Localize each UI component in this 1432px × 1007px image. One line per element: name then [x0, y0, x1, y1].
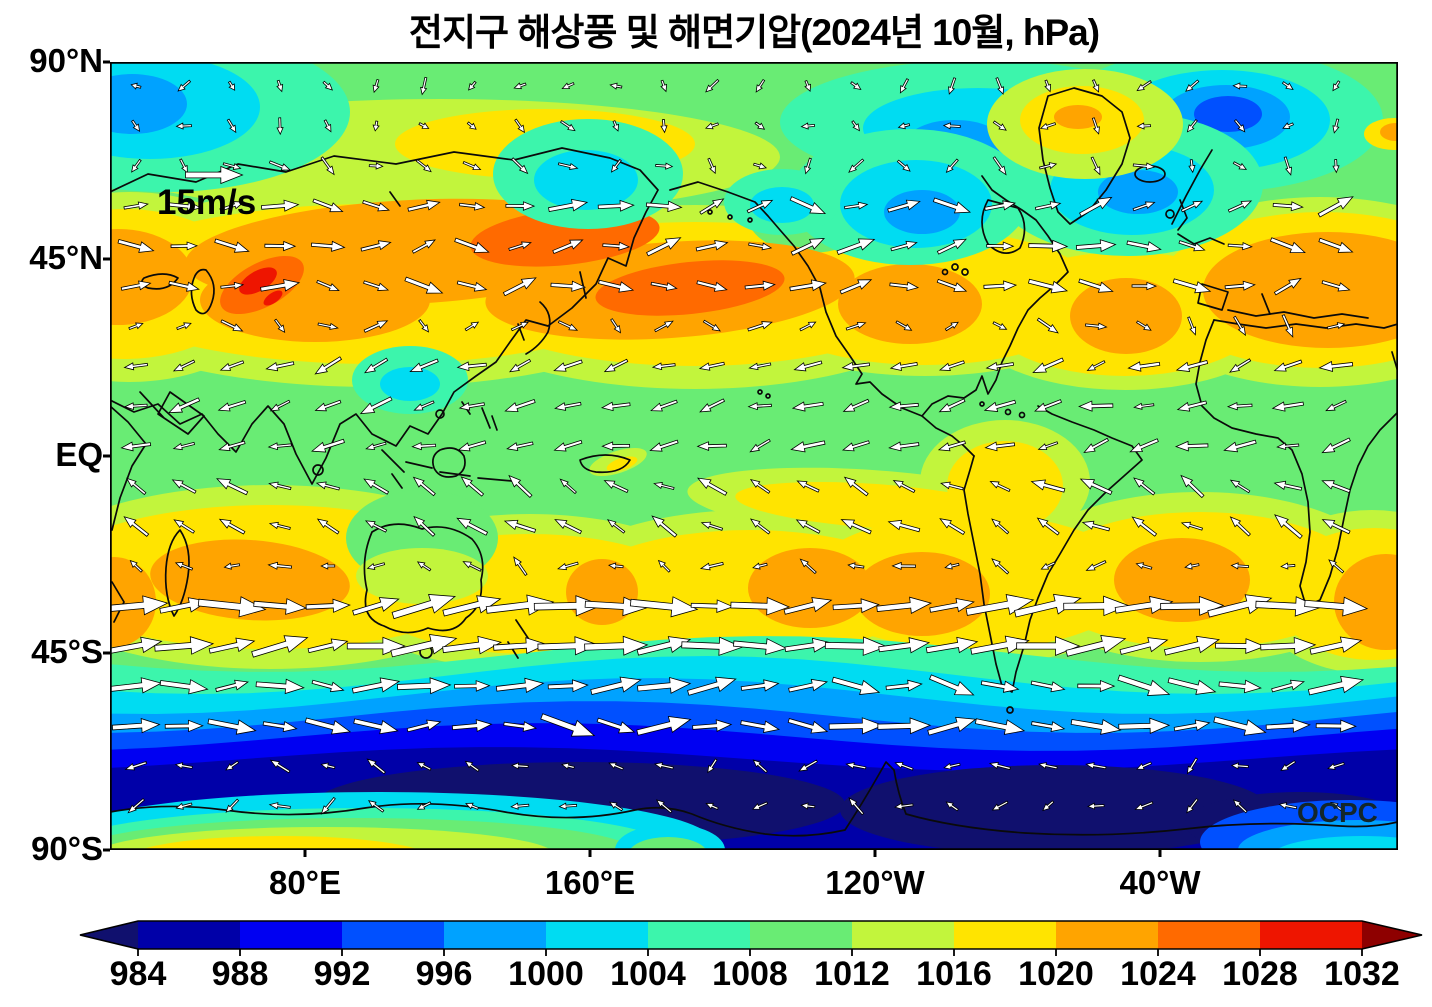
coastline-indonesia	[391, 461, 513, 489]
colorbar-tick-label: 1012	[814, 955, 890, 993]
coastline-africa-west	[1195, 319, 1398, 607]
colorbar-tick-label: 1028	[1222, 955, 1298, 993]
reference-vector-label: 15m/s	[157, 183, 257, 222]
colorbar-tick-label: 992	[313, 955, 371, 993]
coastline-iberia	[1197, 283, 1229, 311]
coastline-arabia	[139, 391, 205, 435]
pressure-contour-layer	[110, 62, 1398, 850]
lon-tick-mark	[873, 850, 877, 857]
colorbar-tick-label: 996	[415, 955, 473, 993]
coastline-new-guinea	[579, 454, 631, 474]
coastline-falklands	[1006, 706, 1014, 714]
lon-tick-mark	[588, 850, 592, 857]
coastline-baltic	[1177, 233, 1225, 245]
lat-tick-mark	[103, 651, 110, 655]
reference-arrow	[185, 165, 244, 185]
coastline-australia	[363, 523, 484, 634]
coastline-sakhalin	[579, 271, 587, 299]
lon-tick-mark	[303, 850, 307, 857]
lat-tick-mark	[103, 848, 110, 852]
lat-tick-label: 90°S	[31, 830, 103, 868]
coastline-great-lakes	[941, 263, 969, 276]
colorbar-tick-label: 1004	[610, 955, 686, 993]
colorbar-tick-label: 988	[211, 955, 269, 993]
longitude-axis: 80°E 160°E 120°W 40°W	[0, 860, 1432, 902]
lat-tick-mark	[103, 257, 110, 261]
coastline-antarctica	[110, 761, 1398, 837]
coastline-aleutians	[707, 209, 753, 223]
coastline-uk	[1177, 199, 1188, 231]
coastline-eurasia	[110, 147, 659, 485]
coastline-hawaii	[757, 389, 771, 399]
latitude-axis: 90°N 45°N EQ 45°S 90°S	[0, 0, 103, 1007]
lon-tick-mark	[1158, 850, 1162, 857]
colorbar: 984 988 992 996 1000 1004 1008 1012 1016 1020 1024…	[0, 915, 1432, 1007]
coastline-norway	[1171, 149, 1213, 225]
lat-tick-label: 45°S	[31, 633, 103, 671]
colorbar-tick-label: 1000	[508, 955, 584, 993]
wind-arrow-layer	[110, 76, 1369, 816]
lon-tick-label: 120°W	[825, 864, 925, 901]
coastline-caspian-sea	[190, 268, 215, 315]
coastline-sri-lanka	[312, 464, 324, 476]
coastline-ireland	[1165, 209, 1175, 219]
coastline-italy	[1261, 293, 1271, 315]
lon-tick-label: 160°E	[544, 864, 636, 901]
pressure-wind-map	[110, 62, 1398, 850]
coastline-north-america-east	[921, 175, 1069, 417]
ocpc-logo: OCPC	[1297, 797, 1378, 828]
colorbar-tick-label: 1024	[1120, 955, 1196, 993]
page-title: 전지구 해상풍 및 해면기압(2024년 10월, hPa)	[408, 12, 1100, 53]
colorbar-tick-label: 984	[109, 955, 167, 993]
coastline-layer	[110, 87, 1398, 837]
colorbar-tick-label: 1032	[1324, 955, 1400, 993]
colorbar-tick-label: 1008	[712, 955, 788, 993]
coastline-hainan	[435, 409, 445, 419]
coastline-mediterranean-south	[1213, 319, 1398, 329]
lon-tick-label: 80°E	[269, 864, 341, 901]
coastline-africa-east-edge	[110, 405, 147, 623]
coastline-mediterranean-north	[1227, 309, 1369, 319]
coastline-hudson-bay	[981, 199, 1026, 254]
coastline-north-america-west	[669, 181, 975, 457]
lon-tick-label: 40°W	[1119, 864, 1201, 901]
coastline-sumatra	[381, 449, 405, 473]
coastline-borneo	[432, 447, 466, 478]
coastline-lake-baikal	[389, 191, 401, 207]
lat-tick-label: 90°N	[29, 42, 103, 80]
lat-tick-mark	[103, 454, 110, 458]
colorbar-tick-label: 1020	[1018, 955, 1094, 993]
colorbar-bar	[79, 920, 1423, 956]
coastline-greenland	[1038, 87, 1131, 225]
lat-tick-label: 45°N	[29, 239, 103, 277]
colorbar-tick-label: 1016	[916, 955, 992, 993]
coastline-philippines	[481, 407, 498, 431]
lat-tick-mark	[103, 60, 110, 64]
coastline-madagascar	[164, 529, 190, 617]
coastline-japan	[525, 301, 551, 355]
lat-tick-label: EQ	[55, 436, 103, 474]
map-plot-area	[110, 62, 1398, 850]
